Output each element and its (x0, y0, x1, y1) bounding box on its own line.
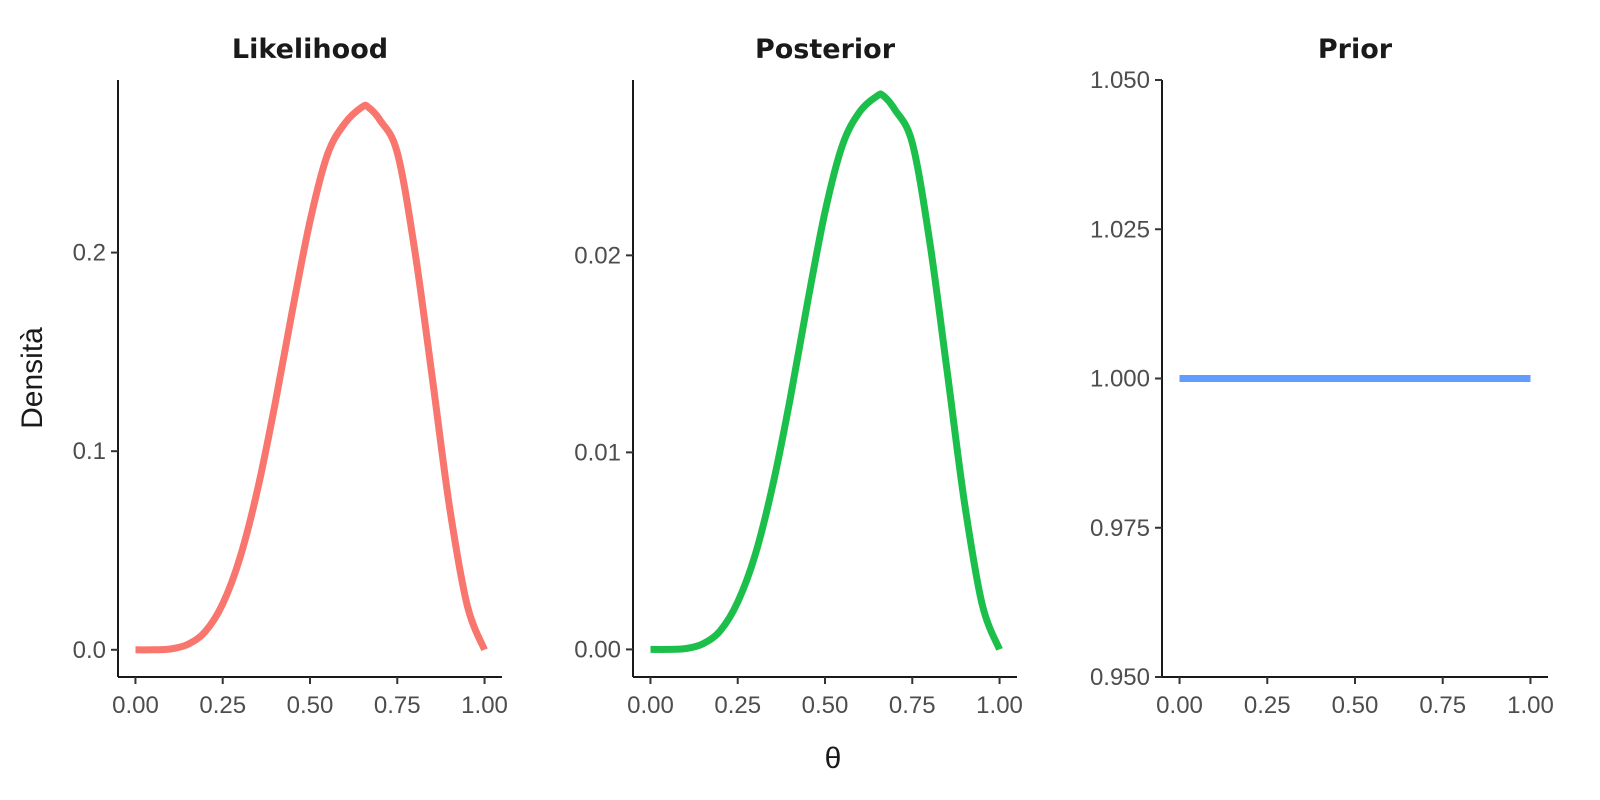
panel-title: Posterior (755, 34, 896, 65)
panel-likelihood: Likelihood 0.0 0.1 0.2 0.00 0.25 0.50 0.75 1.00 (73, 34, 508, 719)
y-tick-label: 1.050 (1090, 67, 1150, 94)
y-tick-label: 0.1 (73, 438, 106, 465)
x-tick-label: 0.75 (889, 692, 936, 719)
x-tick-label: 0.25 (714, 692, 761, 719)
panel-posterior: Posterior 0.00 0.01 0.02 0.00 0.25 0.50 0.75 1.0… (574, 34, 1023, 719)
x-tick-label: 0.50 (287, 692, 334, 719)
panel-title: Prior (1318, 34, 1393, 65)
y-tick-label: 0.01 (574, 439, 621, 466)
x-tick-label: 0.00 (1156, 692, 1203, 719)
x-axis-label: θ (825, 742, 842, 775)
x-tick-label: 0.25 (1244, 692, 1291, 719)
x-tick-label: 0.50 (802, 692, 849, 719)
x-tick-label: 0.00 (627, 692, 674, 719)
x-tick-label: 1.00 (1507, 692, 1554, 719)
y-tick-label: 0.975 (1090, 515, 1150, 542)
y-tick-label: 0.00 (574, 636, 621, 663)
y-tick-label: 1.025 (1090, 216, 1150, 243)
x-tick-label: 0.75 (374, 692, 421, 719)
x-tick-label: 0.25 (199, 692, 246, 719)
y-tick-label: 1.000 (1090, 366, 1150, 393)
y-axis-label: Densità (16, 327, 49, 429)
panel-prior: Prior 0.950 0.975 1.000 1.025 1.050 0.00 0.25 0.… (1090, 34, 1554, 719)
x-tick-label: 0.75 (1419, 692, 1466, 719)
x-tick-label: 1.00 (461, 692, 508, 719)
density-line-likelihood (135, 101, 488, 654)
y-tick-label: 0.950 (1090, 664, 1150, 691)
y-tick-label: 0.02 (574, 242, 621, 269)
panel-title: Likelihood (232, 34, 388, 65)
y-tick-label: 0.2 (73, 240, 106, 267)
x-tick-label: 0.00 (112, 692, 159, 719)
x-tick-label: 1.00 (976, 692, 1023, 719)
x-tick-label: 0.50 (1332, 692, 1379, 719)
density-line-posterior (650, 90, 1003, 653)
y-tick-label: 0.0 (73, 637, 106, 664)
